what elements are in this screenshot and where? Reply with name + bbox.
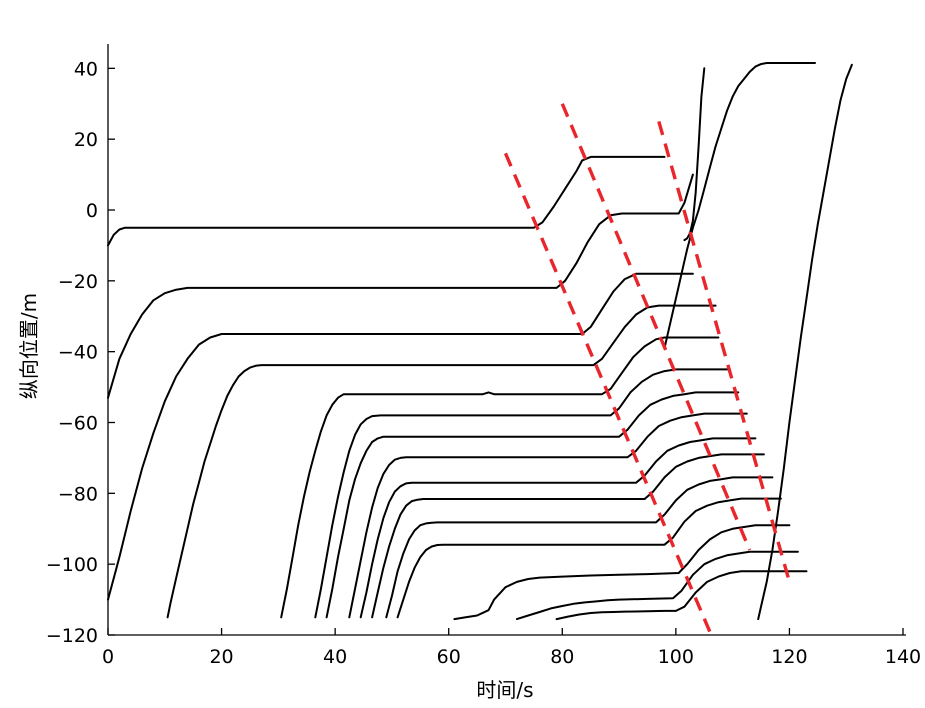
axes: 0 20 40 60 80 100 120 140 −120 −100 −80 −60 −40 −20 0 2… bbox=[46, 44, 921, 668]
x-tick-label: 20 bbox=[209, 646, 233, 668]
vehicle-trajectory-2 bbox=[107, 173, 694, 399]
shockwave-dashed-line-1 bbox=[503, 152, 715, 640]
vehicle-trajectory-14 bbox=[515, 550, 799, 621]
vehicle-trajectory-11 bbox=[385, 476, 774, 619]
x-tick-label: 0 bbox=[102, 646, 114, 668]
y-tick-label: 0 bbox=[86, 200, 98, 222]
shockwave-layer bbox=[503, 103, 792, 640]
y-axis-label: 纵向位置/m bbox=[17, 293, 41, 399]
vehicle-trajectory-18 bbox=[757, 63, 853, 621]
vehicle-trajectory-15 bbox=[555, 570, 808, 621]
vehicle-trajectory-13 bbox=[453, 524, 791, 621]
y-tick-label: −20 bbox=[58, 271, 98, 293]
x-tick-label: 80 bbox=[550, 646, 574, 668]
vehicle-trajectory-7 bbox=[325, 391, 740, 619]
y-tick-label: −80 bbox=[58, 483, 98, 505]
shockwave-dashed-line-2 bbox=[560, 103, 752, 551]
x-tick-label: 120 bbox=[771, 646, 807, 668]
y-tick-label: −120 bbox=[46, 625, 98, 647]
vehicle-trajectory-4 bbox=[166, 304, 717, 619]
shockwave-dashed-line-3 bbox=[657, 120, 792, 583]
vehicle-trajectory-9 bbox=[359, 437, 757, 619]
vehicle-trajectory-10 bbox=[371, 453, 765, 619]
x-tick-label: 100 bbox=[658, 646, 694, 668]
x-tick-label: 60 bbox=[437, 646, 461, 668]
x-tick-label: 40 bbox=[323, 646, 347, 668]
vehicle-trajectory-6 bbox=[314, 368, 731, 619]
vehicle-trajectory-17 bbox=[683, 67, 706, 242]
y-tick-label: 20 bbox=[74, 129, 98, 151]
vehicle-trajectory-5 bbox=[280, 336, 720, 619]
x-tick-label: 140 bbox=[885, 646, 921, 668]
y-tick-label: −60 bbox=[58, 413, 98, 435]
vehicle-trajectory-8 bbox=[348, 412, 748, 619]
y-tick-label: 40 bbox=[74, 58, 98, 80]
vehicle-trajectory-1 bbox=[107, 155, 666, 247]
vehicle-trajectory-12 bbox=[396, 497, 782, 619]
y-tick-label: −100 bbox=[46, 554, 98, 576]
x-axis-label: 时间/s bbox=[476, 678, 533, 702]
vehicle-trajectory-3 bbox=[107, 272, 694, 601]
y-tick-label: −40 bbox=[58, 342, 98, 364]
vehicle-trajectory-16 bbox=[663, 62, 816, 350]
trajectory-series-layer bbox=[107, 62, 853, 621]
